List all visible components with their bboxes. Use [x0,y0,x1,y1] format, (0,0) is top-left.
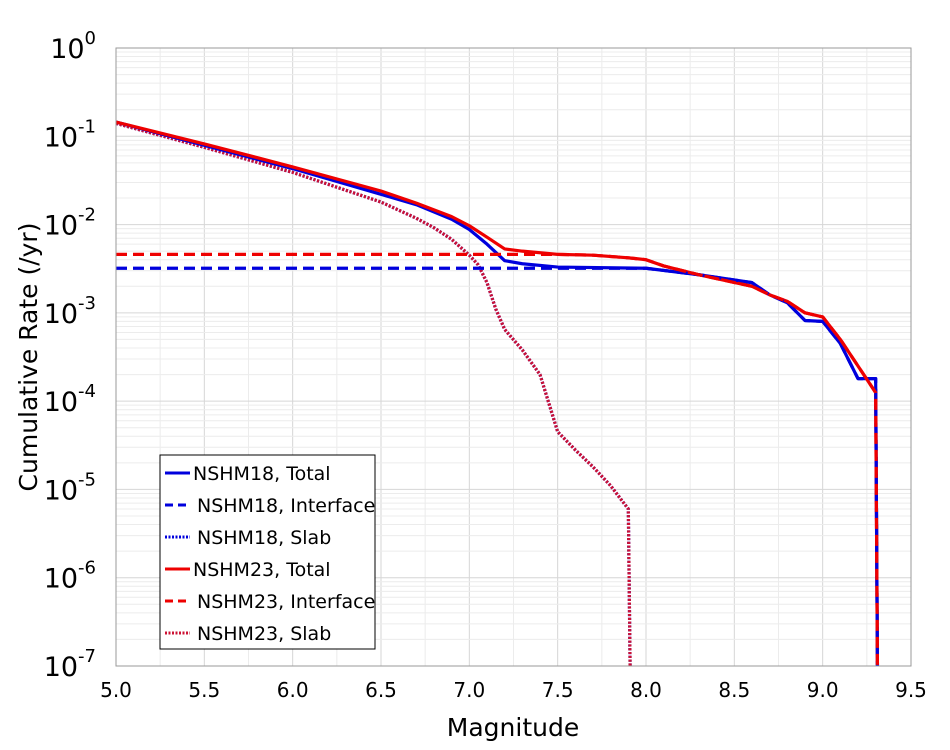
legend-label: NSHM23, Slab [197,623,331,645]
series-line-nshm18-interface [116,266,880,666]
grid [115,47,912,667]
y-tick-label: 10-5 [44,469,96,506]
x-tick-labels: 5.0 5.5 6.0 6.5 7.0 7.5 8.0 8.5 9.0 9.5 [100,678,927,702]
x-tick-label: 9.0 [807,678,839,702]
y-tick-label: 10-7 [44,646,96,683]
y-tick-labels: 100 10-1 10-2 10-3 10-4 10-5 10-6 10-7 [44,28,96,683]
series-layer [116,120,880,666]
x-tick-label: 7.0 [453,678,485,702]
y-tick-label: 10-2 [44,205,96,242]
y-axis-title: Cumulative Rate (/yr) [14,223,43,492]
y-tick-label: 10-3 [44,293,96,330]
x-tick-label: 5.5 [188,678,220,702]
x-tick-label: 8.5 [718,678,750,702]
legend: NSHM18, Total NSHM18, Interface NSHM18, Sl… [159,454,376,650]
series-line-nshm23-slab [116,121,632,666]
x-axis-title: Magnitude [447,713,579,742]
plot-frame [115,47,912,667]
y-tick-label: 10-1 [44,116,96,153]
legend-label: NSHM18, Slab [197,527,331,549]
legend-label: NSHM18, Interface [197,495,375,517]
x-tick-label: 6.0 [277,678,309,702]
legend-label: NSHM18, Total [193,463,331,485]
y-tick-label: 100 [50,28,96,65]
x-tick-label: 8.0 [630,678,662,702]
x-tick-label: 9.5 [895,678,927,702]
legend-box [159,454,376,650]
x-tick-label: 5.0 [100,678,132,702]
legend-label: NSHM23, Total [193,559,331,581]
x-tick-label: 6.5 [365,678,397,702]
legend-label: NSHM23, Interface [197,591,375,613]
y-tick-label: 10-6 [44,558,96,595]
series-line-nshm23-interface [116,252,880,666]
y-tick-label: 10-4 [44,381,96,418]
x-tick-label: 7.5 [542,678,574,702]
